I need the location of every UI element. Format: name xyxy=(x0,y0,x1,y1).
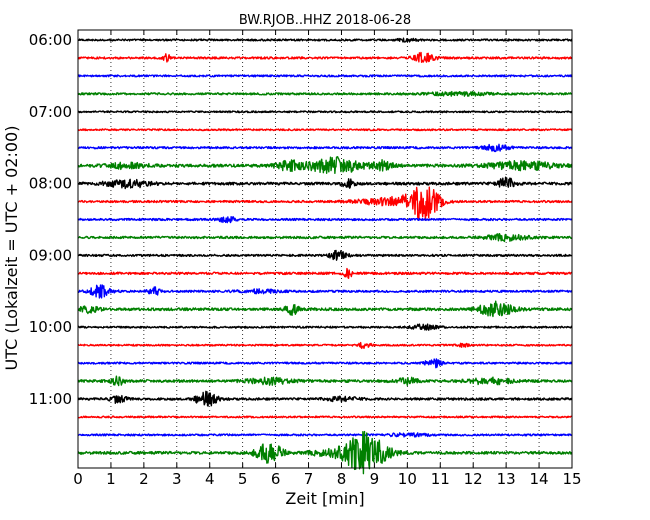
trace-line xyxy=(77,375,573,387)
x-tick-label: 7 xyxy=(304,470,314,488)
x-tick-label: 14 xyxy=(530,470,549,488)
trace-line xyxy=(77,432,573,438)
trace-line xyxy=(77,74,573,78)
trace-line xyxy=(77,37,573,43)
y-tick-label: 09:00 xyxy=(29,246,72,264)
trace-line xyxy=(77,186,573,221)
x-axis: 0 1 2 3 4 5 6 7 8 9 10 11 12 13 14 15 xyxy=(73,30,582,488)
trace-group xyxy=(77,37,573,475)
trace-line xyxy=(77,215,573,224)
trace-line xyxy=(77,110,573,114)
trace-line xyxy=(77,300,573,318)
x-tick-label: 12 xyxy=(464,470,483,488)
y-tick-label: 10:00 xyxy=(29,318,72,336)
trace-line xyxy=(77,323,573,331)
x-axis-label: Zeit [min] xyxy=(285,489,364,508)
trace-line xyxy=(77,232,573,243)
y-tick-label: 11:00 xyxy=(29,390,72,408)
x-tick-label: 3 xyxy=(172,470,182,488)
x-tick-label: 10 xyxy=(398,470,417,488)
x-tick-label: 6 xyxy=(271,470,281,488)
trace-line xyxy=(77,143,573,153)
trace-line xyxy=(77,341,573,350)
x-tick-label: 0 xyxy=(73,470,83,488)
trace-line xyxy=(77,156,573,175)
trace-line xyxy=(77,430,573,475)
chart-title: BW.RJOB..HHZ 2018-06-28 xyxy=(239,13,411,28)
x-tick-label: 2 xyxy=(139,470,149,488)
x-tick-label: 8 xyxy=(337,470,347,488)
trace-line xyxy=(77,90,573,97)
trace-line xyxy=(77,284,573,299)
x-tick-label: 15 xyxy=(562,470,581,488)
x-tick-label: 1 xyxy=(106,470,116,488)
trace-line xyxy=(77,249,573,261)
x-tick-label: 4 xyxy=(205,470,215,488)
trace-line xyxy=(77,176,573,190)
x-tick-label: 5 xyxy=(238,470,248,488)
y-axis: 06:00 07:00 08:00 09:00 10:00 11:00 xyxy=(29,31,572,408)
trace-line xyxy=(77,358,573,369)
y-axis-label: UTC (Lokalzeit = UTC + 02:00) xyxy=(2,126,21,371)
x-tick-label: 11 xyxy=(431,470,450,488)
x-tick-label: 13 xyxy=(497,470,516,488)
trace-line xyxy=(77,267,573,279)
y-tick-label: 06:00 xyxy=(29,31,72,49)
trace-line xyxy=(77,51,573,63)
plot-frame xyxy=(77,29,573,469)
y-tick-label: 07:00 xyxy=(29,103,72,121)
y-tick-label: 08:00 xyxy=(29,175,72,193)
trace-line xyxy=(77,128,573,132)
trace-line xyxy=(77,390,573,407)
trace-line xyxy=(77,415,573,419)
x-tick-label: 9 xyxy=(370,470,380,488)
